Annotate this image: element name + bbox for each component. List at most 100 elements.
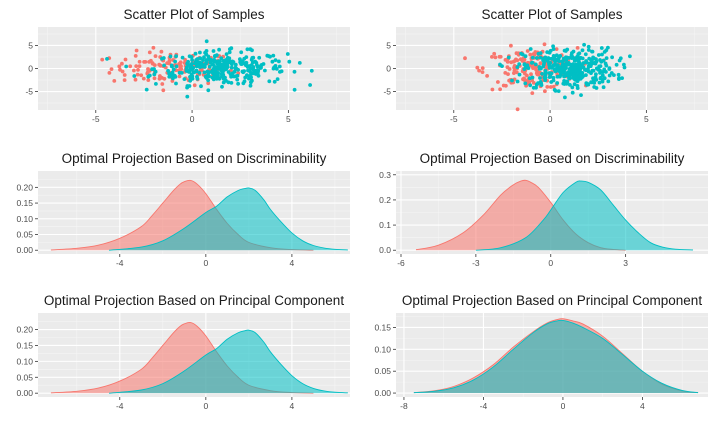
scatter-point — [183, 57, 188, 62]
scatter-point — [588, 57, 593, 62]
scatter-point — [528, 83, 533, 88]
scatter-point — [593, 60, 598, 65]
scatter-point — [277, 64, 282, 69]
density-line-2 — [108, 329, 348, 394]
scatter-point — [570, 90, 575, 95]
scatter-point — [146, 69, 150, 74]
scatter-point — [195, 74, 199, 79]
x-tick-label: 3 — [623, 258, 628, 268]
scatter-point — [247, 64, 252, 68]
scatter-point — [547, 50, 552, 55]
scatter-point — [554, 53, 559, 58]
y-tick-label: 0.10 — [16, 356, 33, 366]
scatter-point — [194, 64, 199, 69]
y-tick-label: 5 — [386, 40, 391, 50]
scatter-point — [230, 59, 235, 64]
scatter-point — [122, 78, 127, 82]
scatter-point — [277, 59, 281, 64]
scatter-point — [222, 60, 227, 64]
scatter-point — [174, 54, 179, 59]
scatter-point — [589, 80, 594, 85]
scatter-point — [551, 44, 555, 49]
scatter-point — [612, 73, 616, 77]
y-tick-label: 0.15 — [16, 198, 33, 208]
scatter-point — [604, 56, 609, 60]
scatter-point — [538, 51, 543, 55]
scatter-point — [123, 57, 128, 62]
scatter-point — [208, 60, 213, 65]
scatter-point — [118, 67, 122, 72]
scatter-point — [581, 74, 586, 78]
scatter-point — [220, 84, 224, 89]
scatter-point — [248, 83, 253, 88]
scatter-point — [562, 48, 567, 53]
chart-panel-1: Scatter Plot of Samples -5 0 5 -5 0 5 — [25, 7, 350, 124]
scatter-point — [530, 91, 535, 95]
scatter-point — [309, 68, 314, 73]
scatter-point — [171, 73, 176, 78]
scatter-point — [581, 61, 586, 65]
scatter-point — [238, 57, 242, 62]
scatter-point — [590, 68, 595, 73]
scatter-point — [543, 73, 548, 77]
scatter-point — [211, 49, 216, 53]
scatter-point — [551, 47, 556, 51]
scatter-point — [562, 79, 566, 83]
y-tick-label: 0.3 — [379, 170, 391, 180]
scatter-point — [620, 76, 624, 80]
scatter-point — [252, 69, 257, 74]
scatter-point — [204, 49, 209, 53]
scatter-point — [586, 44, 591, 49]
scatter-point — [249, 80, 253, 85]
density-area-1 — [50, 180, 314, 251]
scatter-point — [154, 82, 158, 86]
scatter-point — [622, 62, 626, 67]
scatter-point — [505, 65, 510, 70]
scatter-point — [132, 68, 136, 73]
scatter-point — [167, 74, 172, 79]
scatter-point — [543, 89, 547, 94]
scatter-point — [490, 87, 495, 92]
density-line-2 — [475, 180, 694, 251]
x-tick-label: 0 — [190, 114, 195, 124]
scatter-point — [202, 55, 206, 60]
scatter-point — [582, 42, 586, 47]
scatter-point — [242, 61, 247, 66]
scatter-point — [554, 47, 559, 51]
scatter-point — [147, 50, 152, 55]
scatter-point — [213, 69, 218, 74]
scatter-point — [194, 69, 199, 74]
scatter-point — [184, 65, 189, 70]
scatter-point — [109, 67, 114, 71]
chart-title: Optimal Projection Based on Discriminabi… — [62, 151, 327, 166]
y-tick-label: -5 — [383, 87, 391, 97]
scatter-point — [543, 55, 548, 60]
scatter-point — [169, 63, 174, 68]
scatter-point — [217, 64, 221, 69]
scatter-point — [523, 81, 528, 86]
scatter-point — [132, 74, 137, 78]
x-tick-label: 5 — [286, 114, 291, 124]
scatter-point — [563, 95, 567, 100]
scatter-point — [549, 56, 554, 61]
chart-panel-5: Optimal Projection Based on Principal Co… — [16, 293, 350, 411]
scatter-point — [220, 65, 225, 70]
scatter-point — [152, 76, 157, 81]
scatter-point — [285, 52, 290, 56]
scatter-point — [588, 63, 593, 68]
density-area-1 — [50, 322, 314, 394]
scatter-point — [564, 66, 568, 70]
scatter-point — [141, 76, 146, 81]
scatter-point — [139, 73, 144, 78]
scatter-point — [146, 74, 151, 79]
scatter-point — [528, 47, 533, 51]
scatter-point — [238, 60, 243, 65]
scatter-point — [607, 73, 612, 78]
scatter-point — [601, 85, 606, 90]
scatter-point — [272, 65, 277, 70]
scatter-point — [540, 72, 544, 76]
scatter-point — [167, 71, 172, 76]
scatter-point — [480, 70, 485, 74]
scatter-point — [263, 68, 267, 73]
scatter-point — [496, 80, 500, 84]
